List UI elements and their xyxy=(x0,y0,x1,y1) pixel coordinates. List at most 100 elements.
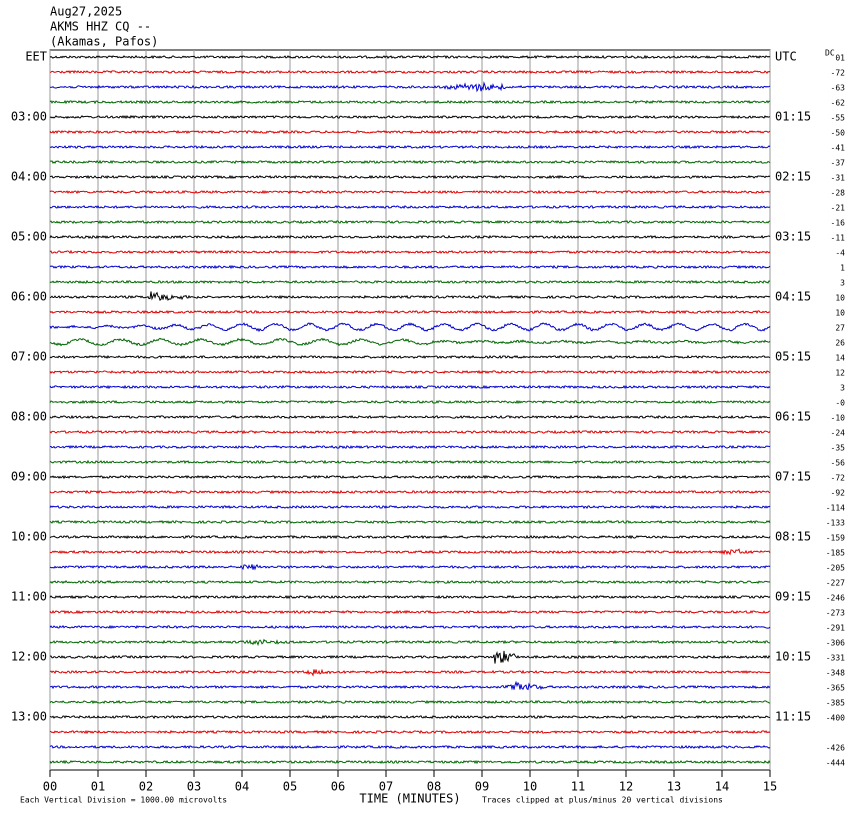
x-tick-label: 05 xyxy=(283,780,297,794)
dc-value: -0 xyxy=(835,399,845,408)
right-time-label: 10:15 xyxy=(775,650,811,664)
dc-value: -31 xyxy=(831,174,846,183)
dc-value: -35 xyxy=(831,444,846,453)
trace xyxy=(49,534,771,540)
trace xyxy=(49,369,771,375)
trace xyxy=(49,548,771,556)
right-time-label: 02:15 xyxy=(775,170,811,184)
dc-value: -28 xyxy=(831,189,846,198)
x-axis-title: TIME (MINUTES) xyxy=(359,792,460,806)
trace xyxy=(49,337,771,347)
left-time-label: 06:00 xyxy=(11,290,47,304)
left-time-label: 03:00 xyxy=(11,110,47,124)
trace xyxy=(49,668,771,677)
x-tick-label: 00 xyxy=(43,780,57,794)
dc-value: -62 xyxy=(831,99,846,108)
trace xyxy=(49,519,771,525)
left-time-label: 12:00 xyxy=(11,650,47,664)
x-tick-label: 12 xyxy=(619,780,633,794)
trace xyxy=(49,309,771,315)
dc-value: -114 xyxy=(826,504,845,513)
trace xyxy=(49,81,771,93)
trace xyxy=(49,174,771,180)
trace xyxy=(49,699,771,705)
x-tick-label: 11 xyxy=(571,780,585,794)
trace xyxy=(49,264,771,270)
trace xyxy=(49,322,771,333)
dc-value: -205 xyxy=(826,564,845,573)
dc-value: -365 xyxy=(826,684,845,693)
trace xyxy=(49,159,771,165)
x-tick-label: 04 xyxy=(235,780,249,794)
dc-header: DC xyxy=(825,49,835,58)
trace xyxy=(49,114,770,120)
x-tick-label: 10 xyxy=(523,780,537,794)
dc-value: -16 xyxy=(831,219,846,228)
trace xyxy=(49,429,771,435)
dc-value: -50 xyxy=(831,129,846,138)
dc-value: -24 xyxy=(831,429,846,438)
dc-value: 10 xyxy=(835,309,845,318)
trace xyxy=(49,414,771,420)
trace xyxy=(49,54,771,60)
dc-value: -11 xyxy=(831,234,846,243)
left-time-label: 05:00 xyxy=(11,230,47,244)
dc-value: 27 xyxy=(835,324,845,333)
dc-value: -41 xyxy=(831,144,846,153)
trace xyxy=(49,189,771,195)
dc-value: -227 xyxy=(826,579,845,588)
left-time-label: 07:00 xyxy=(11,350,47,364)
dc-value: -63 xyxy=(831,84,846,93)
x-tick-label: 15 xyxy=(763,780,777,794)
dc-value: -4 xyxy=(835,249,845,258)
dc-value: -291 xyxy=(826,624,845,633)
trace xyxy=(49,384,771,390)
trace xyxy=(49,459,771,465)
x-tick-label: 06 xyxy=(331,780,345,794)
dc-value: -10 xyxy=(831,414,846,423)
trace xyxy=(49,759,771,765)
trace xyxy=(49,234,771,240)
dc-value: -385 xyxy=(826,699,845,708)
trace xyxy=(49,99,771,105)
x-tick-label: 03 xyxy=(187,780,201,794)
right-time-label: 08:15 xyxy=(775,530,811,544)
dc-value: -37 xyxy=(831,159,846,168)
header-date: Aug27,2025 xyxy=(50,5,122,19)
dc-value: -185 xyxy=(826,549,845,558)
left-time-label: 10:00 xyxy=(11,530,47,544)
header-station: AKMS HHZ CQ -- xyxy=(50,20,151,34)
trace xyxy=(49,714,771,720)
footer-left: Each Vertical Division = 1000.00 microvo… xyxy=(20,796,227,805)
dc-value: 14 xyxy=(835,354,845,363)
trace xyxy=(49,563,771,571)
left-time-label: 04:00 xyxy=(11,170,47,184)
trace xyxy=(49,249,771,255)
trace xyxy=(49,504,771,510)
right-time-label: 01:15 xyxy=(775,110,811,124)
left-time-label: 08:00 xyxy=(11,410,47,424)
dc-value: -55 xyxy=(831,114,846,123)
right-time-label: 06:15 xyxy=(775,410,811,424)
right-time-label: 11:15 xyxy=(775,710,811,724)
trace xyxy=(49,204,771,210)
x-tick-label: 13 xyxy=(667,780,681,794)
trace xyxy=(49,638,771,647)
x-tick-label: 08 xyxy=(427,780,441,794)
x-tick-label: 09 xyxy=(475,780,489,794)
dc-value: -21 xyxy=(831,204,846,213)
dc-value: -426 xyxy=(826,744,845,753)
trace xyxy=(49,444,771,450)
dc-value: 3 xyxy=(840,279,845,288)
x-tick-label: 02 xyxy=(139,780,153,794)
right-time-label: UTC xyxy=(775,50,797,64)
footer-right: Traces clipped at plus/minus 20 vertical… xyxy=(482,796,723,805)
dc-value: 26 xyxy=(835,339,845,348)
right-time-label: 05:15 xyxy=(775,350,811,364)
left-time-label: 11:00 xyxy=(11,590,47,604)
dc-value: -159 xyxy=(826,534,845,543)
dc-value: -331 xyxy=(826,654,845,663)
right-time-label: 03:15 xyxy=(775,230,811,244)
